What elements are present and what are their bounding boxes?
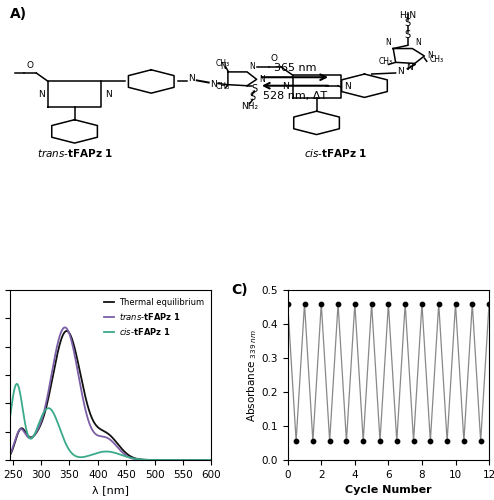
Point <box>418 300 426 308</box>
Point <box>351 300 359 308</box>
X-axis label: Cycle Number: Cycle Number <box>345 486 432 496</box>
Text: S: S <box>405 18 411 28</box>
Text: N: N <box>105 90 112 98</box>
Point <box>393 438 401 446</box>
Text: NH₂: NH₂ <box>241 102 258 112</box>
Text: O: O <box>27 60 34 70</box>
Text: N: N <box>344 82 351 92</box>
Text: $\it{trans}$-$\bf{tFAPz\ 1}$: $\it{trans}$-$\bf{tFAPz\ 1}$ <box>37 148 113 160</box>
Text: H₂N: H₂N <box>399 12 416 20</box>
Text: S: S <box>405 30 411 40</box>
Point <box>426 438 434 446</box>
Point <box>284 300 291 308</box>
Point <box>300 300 308 308</box>
Text: S: S <box>250 92 256 102</box>
Text: O: O <box>271 54 278 64</box>
Text: N: N <box>427 52 433 60</box>
Text: 528 nm, ΔT: 528 nm, ΔT <box>263 91 327 101</box>
Point <box>485 300 493 308</box>
Point <box>359 438 367 446</box>
Text: C): C) <box>231 284 248 298</box>
Point <box>384 300 392 308</box>
Text: $\it{cis}$-$\bf{tFAPz\ 1}$: $\it{cis}$-$\bf{tFAPz\ 1}$ <box>304 148 368 160</box>
Point <box>368 300 375 308</box>
Point <box>292 438 300 446</box>
Point <box>376 438 384 446</box>
Point <box>342 438 350 446</box>
Text: A): A) <box>10 7 27 21</box>
Text: S: S <box>251 84 257 94</box>
Text: CH₃: CH₃ <box>429 56 443 64</box>
Point <box>334 300 342 308</box>
Point <box>309 438 317 446</box>
Point <box>401 300 409 308</box>
Point <box>410 438 417 446</box>
Text: N: N <box>249 62 255 71</box>
Text: N: N <box>282 82 289 92</box>
Point <box>460 438 468 446</box>
Text: N: N <box>220 62 225 71</box>
Point <box>468 300 476 308</box>
Point <box>326 438 333 446</box>
Point <box>317 300 325 308</box>
Text: CH₃: CH₃ <box>379 58 393 66</box>
Text: CH₃: CH₃ <box>216 82 230 91</box>
Text: N: N <box>210 80 217 89</box>
Text: CH₃: CH₃ <box>216 58 230 68</box>
Text: N: N <box>407 63 413 72</box>
Text: 365 nm: 365 nm <box>274 63 316 73</box>
Text: N: N <box>38 90 44 98</box>
Text: N: N <box>385 38 391 48</box>
Point <box>435 300 443 308</box>
Text: N: N <box>259 75 265 84</box>
Y-axis label: Absorbance$_{\ 339\ nm}$: Absorbance$_{\ 339\ nm}$ <box>245 328 259 422</box>
Text: N: N <box>397 68 404 76</box>
Point <box>452 300 459 308</box>
Text: N: N <box>415 38 420 48</box>
X-axis label: λ [nm]: λ [nm] <box>92 486 129 496</box>
Text: N: N <box>189 74 195 83</box>
Point <box>477 438 485 446</box>
Point <box>443 438 451 446</box>
Legend: Thermal equilibrium, $\it{trans}$-$\bf{tFAPz}$ $\bf{1}$, $\it{cis}$-$\bf{tFAPz}$: Thermal equilibrium, $\it{trans}$-$\bf{t… <box>101 294 207 340</box>
